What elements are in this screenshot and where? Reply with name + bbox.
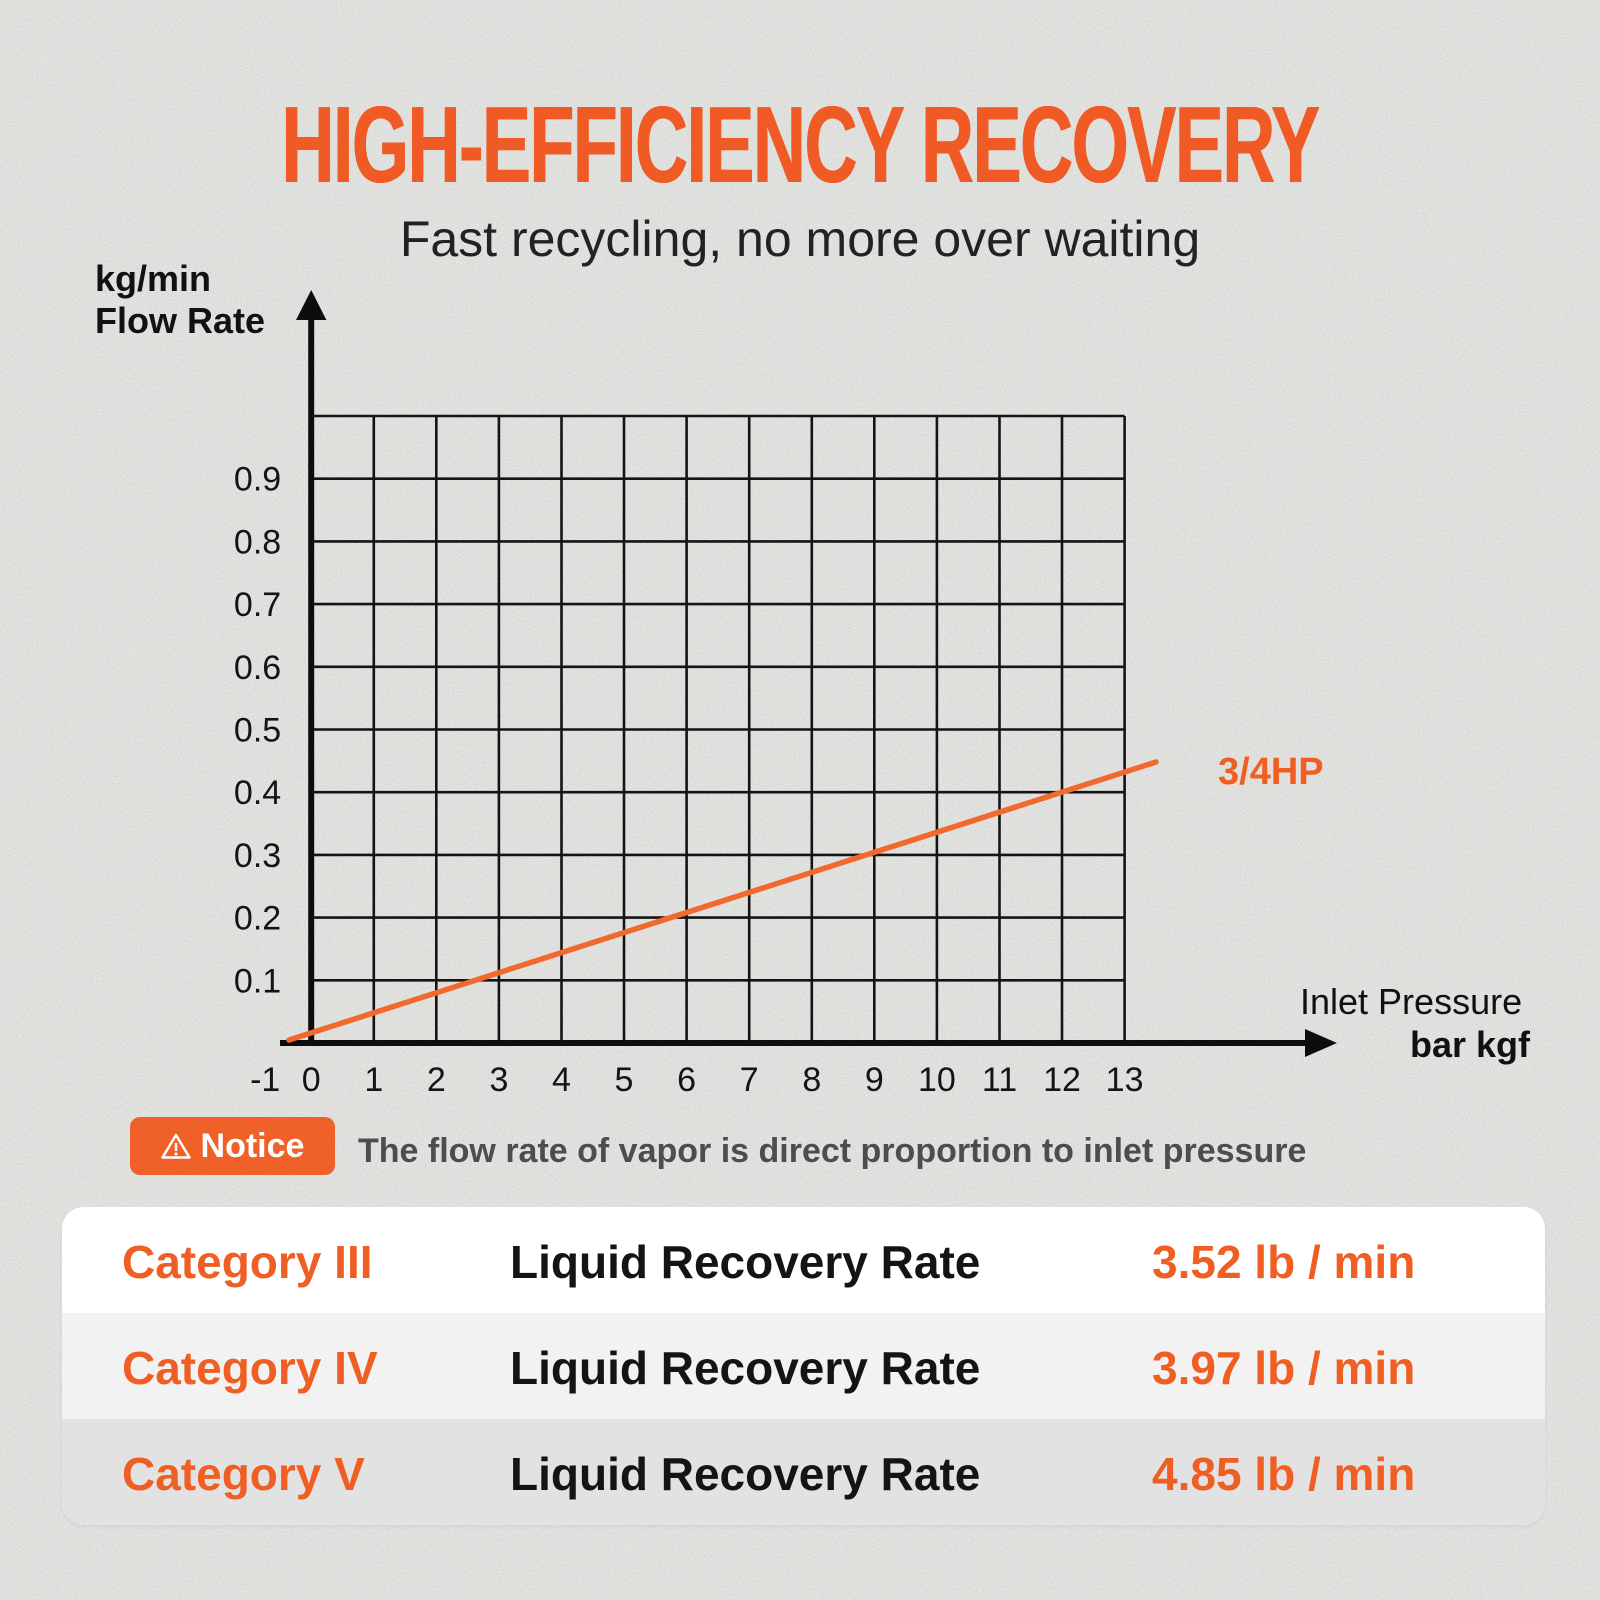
svg-text:0.4: 0.4: [234, 774, 281, 812]
svg-text:5: 5: [615, 1061, 634, 1099]
svg-text:10: 10: [918, 1061, 956, 1099]
svg-text:0.3: 0.3: [234, 837, 281, 875]
svg-text:-1: -1: [250, 1061, 280, 1099]
svg-text:0.1: 0.1: [234, 962, 281, 1000]
svg-text:9: 9: [865, 1061, 884, 1099]
svg-text:3/4HP: 3/4HP: [1218, 751, 1324, 793]
svg-text:7: 7: [740, 1061, 759, 1099]
svg-text:11: 11: [982, 1061, 1017, 1099]
svg-text:1: 1: [364, 1061, 383, 1099]
svg-text:13: 13: [1106, 1061, 1144, 1099]
svg-text:0.2: 0.2: [234, 900, 281, 938]
svg-text:0.5: 0.5: [234, 712, 281, 750]
svg-text:12: 12: [1043, 1061, 1081, 1099]
svg-text:0: 0: [302, 1061, 321, 1099]
svg-text:0.8: 0.8: [234, 523, 281, 561]
svg-text:0.6: 0.6: [234, 649, 281, 687]
svg-text:2: 2: [427, 1061, 446, 1099]
svg-text:3: 3: [489, 1061, 508, 1099]
svg-text:6: 6: [677, 1061, 696, 1099]
svg-text:8: 8: [802, 1061, 821, 1099]
svg-text:4: 4: [552, 1061, 571, 1099]
svg-text:0.7: 0.7: [234, 586, 281, 624]
svg-text:0.9: 0.9: [234, 461, 281, 499]
